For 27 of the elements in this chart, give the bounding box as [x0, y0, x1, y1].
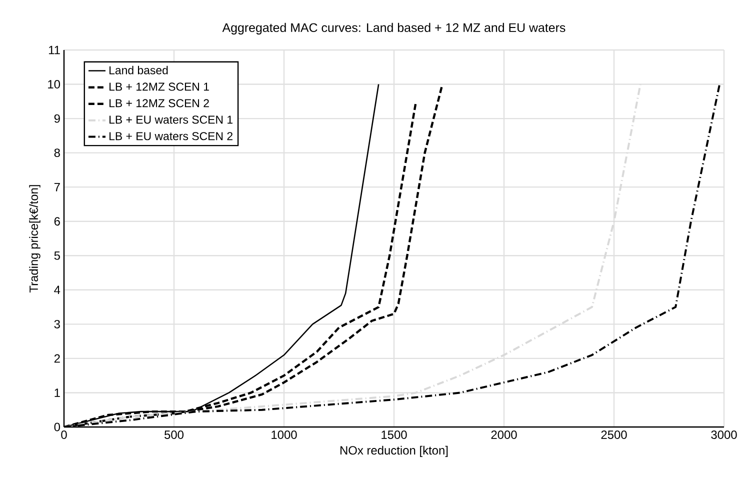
y-tick-label: 3: [54, 320, 60, 328]
x-tick-label: 2500: [601, 430, 627, 439]
legend-label: LB + 12MZ SCEN 1: [110, 82, 209, 91]
legend-label: Land based: [110, 66, 168, 74]
y-tick-label: 1: [54, 388, 60, 397]
x-tick-label: 3000: [711, 430, 737, 439]
y-tick-label: 8: [54, 148, 60, 158]
x-axis-title: NOx reduction [kton]: [340, 446, 448, 457]
y-tick-label: 0: [54, 422, 60, 432]
chart-title: Aggregated MAC curves: Land based + 12 MZ and EU waters: [222, 22, 566, 35]
y-tick-label: 10: [48, 80, 60, 88]
y-tick-label: 6: [54, 217, 60, 226]
y-tick-label: 4: [54, 286, 60, 294]
legend-label: LB + EU waters SCEN 2: [110, 132, 232, 140]
y-tick-label: 11: [48, 46, 60, 54]
y-tick-label: 2: [54, 354, 60, 363]
x-tick-label: 1000: [272, 430, 297, 439]
x-tick-label: 0: [61, 430, 67, 439]
y-tick-label: 9: [54, 114, 60, 123]
legend-label: LB + 12MZ SCEN 2: [110, 99, 209, 108]
legend-label: LB + EU waters SCEN 1: [110, 116, 232, 124]
y-axis-title: Trading price[k€/ton]: [29, 185, 40, 292]
y-tick-label: 5: [54, 251, 60, 260]
y-tick-label: 7: [54, 182, 60, 192]
x-tick-label: 500: [164, 430, 184, 439]
x-tick-label: 1500: [382, 430, 407, 439]
x-tick-label: 2000: [491, 430, 517, 439]
